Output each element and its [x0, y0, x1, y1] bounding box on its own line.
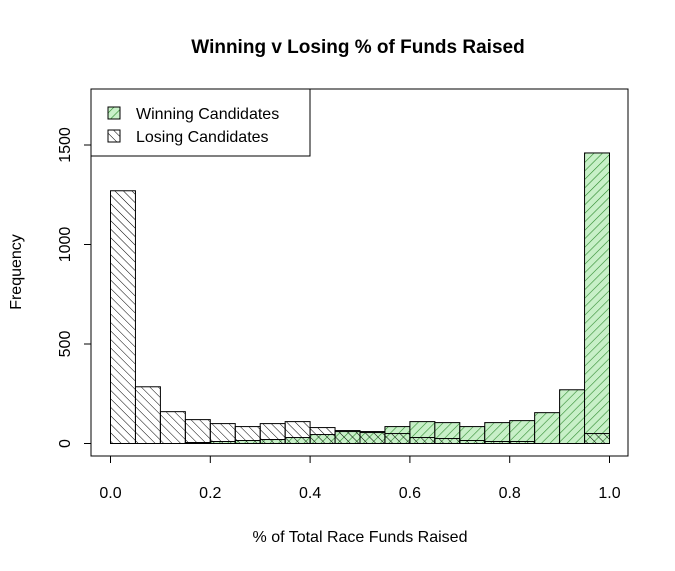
bar-losing	[585, 434, 610, 444]
y-axis-label: Frequency	[8, 234, 25, 310]
x-tick-label: 0.8	[499, 485, 521, 502]
bar-losing	[260, 424, 285, 444]
legend-label-losing: Losing Candidates	[136, 129, 269, 146]
bar-losing	[235, 427, 260, 444]
losing-series	[111, 191, 610, 444]
x-tick-label: 0.6	[399, 485, 421, 502]
bar-winning	[585, 153, 610, 444]
bar-losing	[335, 431, 360, 444]
legend-swatch-winning	[108, 107, 120, 119]
bar-losing	[160, 412, 185, 444]
y-tick-label: 1000	[57, 227, 74, 263]
bar-losing	[435, 439, 460, 444]
chart-title: Winning v Losing % of Funds Raised	[191, 37, 524, 58]
bar-winning	[510, 421, 535, 444]
bar-losing	[210, 424, 235, 444]
bar-losing	[360, 433, 385, 444]
winning-series	[185, 153, 609, 444]
bar-losing	[460, 441, 485, 444]
x-tick-label: 0.2	[199, 485, 221, 502]
x-tick-label: 0.4	[299, 485, 321, 502]
y-tick-label: 500	[57, 331, 74, 358]
bar-losing	[310, 428, 335, 444]
bar-losing	[285, 422, 310, 444]
bar-winning	[560, 390, 585, 444]
x-tick-label: 1.0	[598, 485, 620, 502]
y-tick-label: 0	[57, 439, 74, 448]
bar-losing	[111, 191, 136, 444]
bar-losing	[510, 442, 535, 444]
legend-swatch-losing	[108, 130, 120, 142]
x-tick-label: 0.0	[99, 485, 121, 502]
x-axis-label: % of Total Race Funds Raised	[253, 529, 468, 546]
bar-losing	[410, 438, 435, 444]
bar-losing	[185, 420, 210, 444]
legend: Winning Candidates Losing Candidates	[91, 89, 310, 156]
bar-winning	[535, 413, 560, 444]
bar-losing	[135, 387, 160, 444]
bar-losing	[385, 434, 410, 444]
y-tick-label: 1500	[57, 127, 74, 163]
legend-label-winning: Winning Candidates	[136, 106, 279, 123]
y-axis: 0 500 1000 1500	[57, 127, 91, 448]
x-axis: 0.0 0.2 0.4 0.6 0.8 1.0	[99, 456, 620, 502]
bar-losing	[485, 442, 510, 444]
bar-winning	[485, 423, 510, 444]
